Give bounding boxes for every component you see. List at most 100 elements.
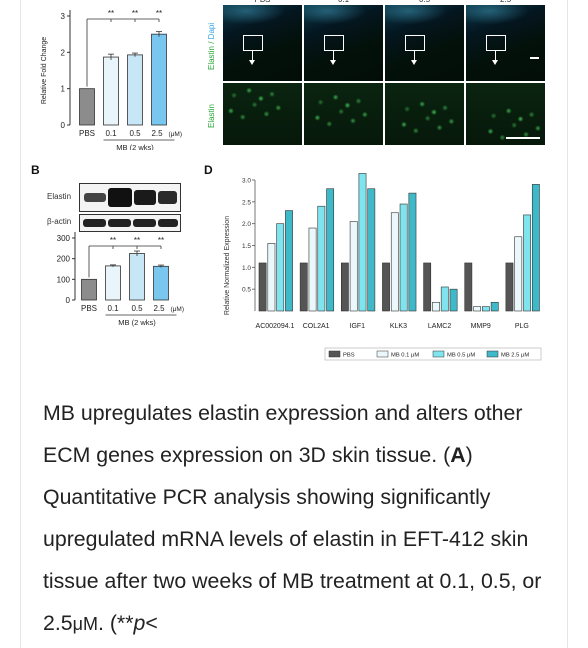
y-tick-label: 3 [61, 12, 66, 21]
micrograph-column-label: 0.1 [329, 0, 359, 4]
y-axis-label: Relative Normalized Expression [224, 216, 231, 315]
y-tick-label: 300 [57, 234, 71, 243]
bar [349, 221, 358, 312]
bar [523, 214, 531, 312]
micrograph-merged-image [223, 5, 302, 81]
x-tick-label: 2.5 [153, 304, 165, 313]
bar [449, 288, 458, 312]
y-tick-label: 200 [57, 255, 71, 264]
scale-bar [506, 137, 540, 139]
x-tick-label: PLG [515, 323, 529, 330]
y-tick-label: 1 [61, 85, 66, 94]
y-tick-label: 2 [61, 48, 66, 57]
caption-text-3: . (** [97, 611, 134, 635]
bar [81, 278, 97, 301]
legend-label: MB 0.5 μM [447, 353, 475, 359]
figure: 0 1 2 3 Relative Fold Change PBS ** 0.1 ** 0.5 ** 2… [31, 0, 545, 361]
caption-text-2: ) Quantitative PCR analysis showing sign… [43, 443, 542, 635]
micrograph-column-label: 2.5 [491, 0, 521, 4]
x-tick-label: IGF1 [350, 323, 366, 330]
x-tick-label: PBS [81, 304, 97, 313]
green-row-label: Elastin [207, 103, 216, 128]
chart-d: 0.5 1.0 1.5 2.0 2.5 3.0 Relative Normalized Ex… [224, 173, 542, 361]
x-tick-label: KLK3 [390, 323, 407, 330]
zoom-arrow [328, 51, 338, 65]
bar [276, 223, 285, 312]
bar [105, 265, 121, 301]
zoom-box [486, 35, 506, 51]
y-tick-label: 2.5 [242, 199, 251, 206]
significance-mark: ** [158, 236, 164, 245]
y-tick-label: 0 [61, 121, 66, 130]
bar [531, 184, 540, 312]
legend-swatch [432, 350, 445, 358]
x-tick-label: 0.5 [129, 129, 141, 138]
bar [390, 212, 399, 312]
bar [285, 210, 293, 312]
x-tick-label: AC002094.1 [256, 323, 295, 330]
caption-text-4: < [145, 611, 158, 635]
micrograph-merged-image [466, 5, 545, 81]
micrograph-merged-image [385, 5, 464, 81]
panel-letter-d: D [204, 163, 213, 177]
x-tick-label: MMP9 [471, 323, 491, 330]
blot-label-actin: β-actin [47, 217, 72, 226]
bar [326, 188, 335, 312]
bar [408, 192, 417, 312]
y-tick-label: 0.5 [242, 287, 251, 294]
legend-swatch [486, 350, 499, 358]
legend-swatch [328, 350, 341, 358]
bar [258, 262, 267, 312]
y-tick-label: 1.0 [242, 265, 251, 272]
bar [308, 227, 317, 312]
zoom-box [243, 35, 263, 51]
zoom-arrow [247, 51, 257, 65]
zoom-box [405, 35, 425, 51]
x-tick-label: COL2A1 [303, 323, 330, 330]
bar [367, 188, 376, 312]
bar [382, 262, 390, 312]
bar [317, 205, 326, 312]
y-tick-label: 3.0 [242, 178, 251, 185]
unit-label: (μM) [169, 131, 183, 138]
zoom-arrow [490, 51, 500, 65]
right-margin-line [567, 0, 568, 648]
x-tick-label: 2.5 [151, 129, 163, 138]
group-label: MB (2 wks) [116, 143, 154, 150]
caption-bold-a: A [450, 443, 466, 467]
bar [79, 88, 95, 126]
legend-swatch [376, 350, 389, 358]
chart-b: 0 100 200 300 PBS ** 0.1 ** 0.5 ** 2.5 (μM) MB (2 wk… [57, 232, 184, 327]
y-tick-label: 0 [66, 296, 71, 305]
zoom-arrow [409, 51, 419, 65]
micrograph-elastin-image [304, 83, 383, 145]
left-margin-line [20, 0, 21, 648]
figure-caption: MB upregulates elastin expression and al… [43, 392, 563, 645]
y-tick-label: 1.5 [242, 243, 251, 250]
x-tick-label: PBS [79, 129, 95, 138]
caption-p-italic: p [133, 611, 146, 635]
bar [490, 301, 499, 312]
micrograph-panel: Elastin / Dapi Elastin PBS 0.1 0.5 2.5 [205, 0, 545, 145]
y-axis-label: Relative Fold Change [41, 37, 48, 104]
micrograph-elastin-image [466, 83, 545, 145]
bar [423, 262, 432, 312]
western-blot-actin [79, 214, 181, 232]
micrograph-elastin-image [385, 83, 464, 145]
legend-label: MB 2.5 μM [501, 353, 529, 359]
bar [482, 306, 490, 312]
micrograph-elastin-image [223, 83, 302, 145]
x-tick-label: 0.1 [105, 129, 117, 138]
legend-label: MB 0.1 μM [391, 353, 419, 359]
x-tick-label: 0.5 [131, 304, 143, 313]
micrograph-merged-image [304, 5, 383, 81]
micrograph-column-label: 0.5 [410, 0, 440, 4]
micrograph-column-label: PBS [248, 0, 278, 4]
zoom-box [324, 35, 344, 51]
significance-mark: ** [134, 236, 140, 245]
group-label: MB (2 wks) [118, 318, 156, 327]
bar [153, 265, 169, 301]
bar [267, 243, 276, 312]
chart-a: 0 1 2 3 Relative Fold Change PBS ** 0.1 ** 0.5 ** 2… [41, 9, 183, 150]
bar [299, 262, 308, 312]
